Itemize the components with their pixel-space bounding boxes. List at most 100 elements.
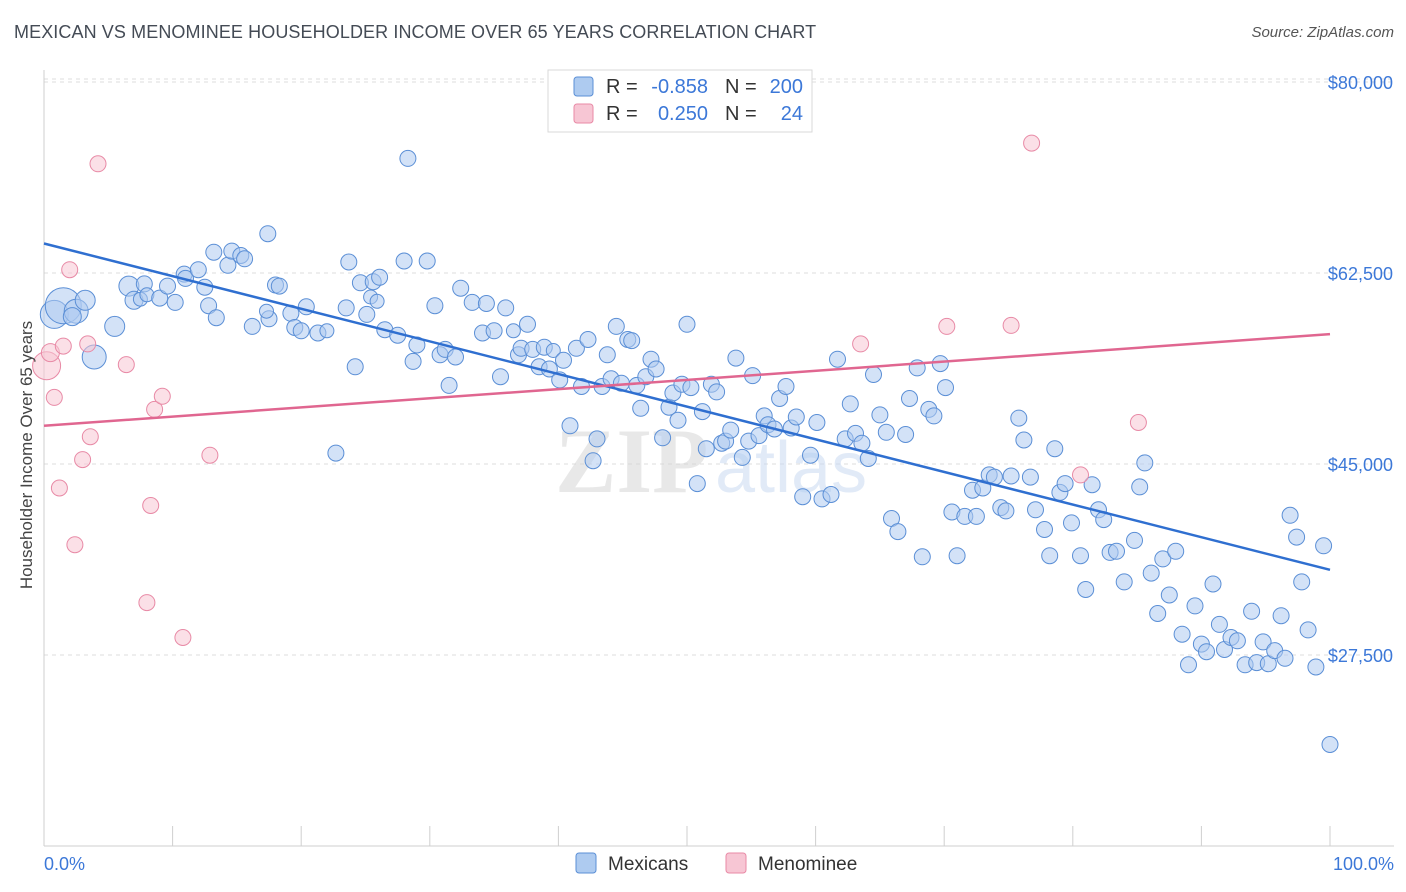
data-point xyxy=(159,277,176,295)
data-point xyxy=(727,349,745,367)
legend-n-value-mexicans: 200 xyxy=(770,76,803,98)
data-point xyxy=(50,479,68,497)
data-point xyxy=(418,252,436,270)
data-point xyxy=(292,322,310,340)
data-point xyxy=(117,356,135,374)
y-tick-label: $62,500 xyxy=(1328,264,1393,284)
data-point xyxy=(852,335,870,353)
data-point xyxy=(997,502,1015,520)
data-point xyxy=(1041,547,1059,565)
data-point xyxy=(1315,537,1333,555)
data-point xyxy=(1036,521,1053,538)
data-point xyxy=(1023,134,1041,152)
data-point xyxy=(79,335,97,353)
data-point xyxy=(1056,475,1074,493)
data-point xyxy=(505,323,521,339)
data-point xyxy=(142,497,160,514)
data-point xyxy=(1167,542,1185,560)
data-point xyxy=(1149,605,1167,622)
data-point xyxy=(1173,625,1191,643)
data-point xyxy=(688,475,706,493)
data-point xyxy=(404,352,422,370)
y-tick-labels: $27,500 $45,000 $62,500 $80,000 xyxy=(1328,73,1393,666)
data-point xyxy=(1129,414,1147,431)
data-point xyxy=(607,317,625,335)
data-point xyxy=(829,350,846,368)
data-point xyxy=(1072,547,1089,565)
legend-n-label-mexicans: N = xyxy=(725,76,757,98)
data-point xyxy=(1046,440,1064,458)
data-point xyxy=(948,547,966,565)
data-point xyxy=(877,423,895,441)
data-point xyxy=(1210,615,1228,633)
data-point xyxy=(81,428,99,446)
data-point xyxy=(794,488,812,506)
data-point xyxy=(519,315,536,333)
data-point xyxy=(153,387,171,405)
data-point xyxy=(913,548,931,566)
data-point xyxy=(925,407,943,425)
menominee-points xyxy=(32,134,1147,646)
data-point xyxy=(1015,431,1033,449)
data-point xyxy=(205,243,223,261)
data-point xyxy=(243,317,261,335)
data-point xyxy=(822,486,840,503)
data-point xyxy=(1010,409,1028,427)
bottom-legend-swatch-menominee xyxy=(725,852,747,874)
data-point xyxy=(937,379,954,397)
data-point xyxy=(200,297,218,315)
data-point xyxy=(497,299,515,317)
data-point xyxy=(567,339,585,357)
data-point xyxy=(1072,466,1089,484)
data-point xyxy=(787,408,805,426)
data-point xyxy=(871,406,889,424)
data-point xyxy=(395,252,413,270)
data-point xyxy=(938,317,956,335)
data-point xyxy=(327,444,345,462)
data-point xyxy=(463,293,481,311)
data-point xyxy=(1160,586,1178,604)
data-point xyxy=(1115,573,1133,591)
data-point xyxy=(647,360,665,378)
data-point xyxy=(865,366,882,383)
data-point xyxy=(1198,643,1215,661)
legend-n-value-menominee: 24 xyxy=(781,103,803,125)
data-point xyxy=(588,430,606,448)
y-tick-label: $45,000 xyxy=(1328,455,1393,475)
data-point xyxy=(1063,514,1080,532)
data-point xyxy=(1307,658,1325,676)
data-point xyxy=(555,351,572,369)
data-point xyxy=(358,305,376,323)
data-point xyxy=(440,376,458,394)
data-point xyxy=(750,427,768,445)
data-point xyxy=(777,378,795,395)
data-point xyxy=(708,383,726,401)
data-point xyxy=(669,411,687,429)
y-tick-label: $80,000 xyxy=(1328,73,1393,93)
data-point xyxy=(1281,506,1299,524)
data-point xyxy=(66,536,84,554)
legend-r-value-mexicans: -0.858 xyxy=(651,76,708,98)
bottom-legend-swatch-mexicans xyxy=(575,852,597,874)
legend-r-label-menominee: R = xyxy=(606,103,638,125)
data-point xyxy=(841,395,859,413)
data-point xyxy=(259,225,277,243)
data-point xyxy=(1002,316,1020,334)
legend-n-label-menominee: N = xyxy=(725,103,757,125)
legend-swatch-menominee xyxy=(573,103,594,124)
legend-r-value-menominee: 0.250 xyxy=(658,103,708,125)
data-point xyxy=(477,295,495,312)
data-point xyxy=(1027,501,1044,519)
data-point xyxy=(62,307,82,327)
data-point xyxy=(1321,736,1339,753)
x-tick-label-max: 100.0% xyxy=(1333,854,1394,874)
data-point xyxy=(207,309,225,327)
data-point xyxy=(452,279,470,297)
data-point xyxy=(561,417,579,435)
data-point xyxy=(1077,581,1095,598)
data-point xyxy=(337,299,355,317)
data-point xyxy=(682,379,700,397)
data-point xyxy=(1228,632,1246,650)
data-point xyxy=(236,250,254,268)
